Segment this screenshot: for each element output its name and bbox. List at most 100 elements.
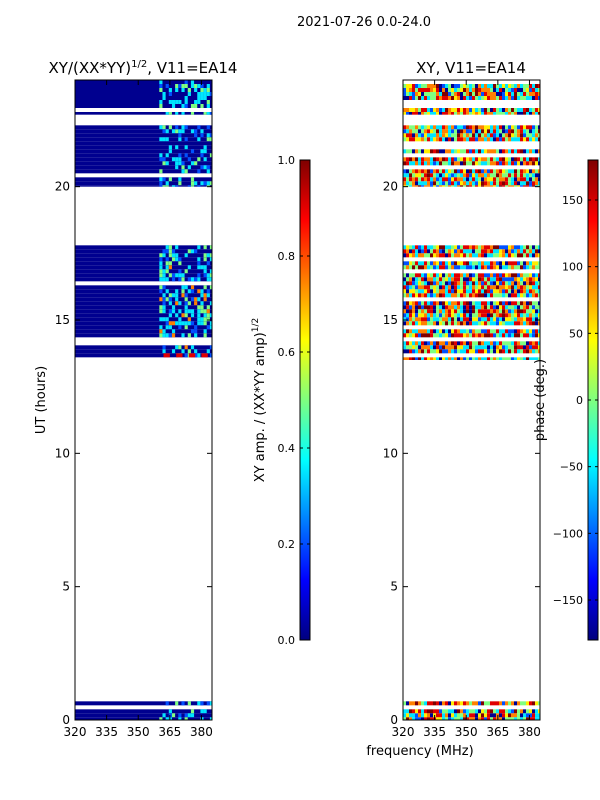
heatmap-cell <box>457 709 460 714</box>
heatmap-cell <box>427 717 430 720</box>
heatmap-cell <box>442 96 445 100</box>
heatmap-cell <box>463 305 466 310</box>
heatmap-cell <box>490 181 493 186</box>
heatmap-cell <box>532 185 535 187</box>
heatmap-cell <box>403 96 406 100</box>
heatmap-cell <box>406 357 409 360</box>
heatmap-cell <box>403 701 406 706</box>
heatmap-cell <box>439 88 442 92</box>
heatmap-cell <box>475 713 478 718</box>
heatmap-cell <box>532 285 535 290</box>
heatmap-cell <box>418 129 421 134</box>
heatmap-cell <box>436 84 439 88</box>
heatmap-cell <box>466 313 469 318</box>
heatmap-cell <box>484 125 487 130</box>
heatmap-cell <box>535 185 538 187</box>
heatmap-cell <box>439 293 442 298</box>
heatmap-cell <box>508 181 511 186</box>
heatmap-cell <box>496 173 499 178</box>
heatmap-cell <box>418 125 421 130</box>
heatmap-cell <box>439 333 442 338</box>
heatmap-cell <box>520 173 523 178</box>
heatmap-cell <box>75 104 212 108</box>
heatmap-cell <box>529 149 532 154</box>
heatmap-cell <box>159 277 163 282</box>
heatmap-cell <box>165 153 169 158</box>
heatmap-cell <box>448 96 451 100</box>
heatmap-cell <box>197 92 201 96</box>
heatmap-cell <box>502 181 505 186</box>
heatmap-cell <box>433 157 436 162</box>
heatmap-cell <box>487 185 490 187</box>
heatmap-cell <box>469 245 472 250</box>
heatmap-cell <box>430 181 433 186</box>
heatmap-cell <box>421 713 424 718</box>
heatmap-cell <box>424 293 427 298</box>
heatmap-cell <box>463 309 466 314</box>
heatmap-cell <box>165 701 169 706</box>
heatmap-cell <box>421 285 424 290</box>
heatmap-cell <box>469 161 472 166</box>
heatmap-cell <box>209 321 212 326</box>
heatmap-cell <box>75 301 212 306</box>
heatmap-cell <box>412 349 415 354</box>
heatmap-cell <box>409 701 412 706</box>
heatmap-cell <box>475 717 478 720</box>
heatmap-cell <box>184 137 188 142</box>
heatmap-cell <box>508 177 511 182</box>
heatmap-cell <box>538 273 540 278</box>
heatmap-cell <box>523 273 526 278</box>
heatmap-cell <box>490 112 493 115</box>
heatmap-cell <box>168 297 172 302</box>
heatmap-cell <box>454 161 457 166</box>
heatmap-cell <box>200 88 204 92</box>
heatmap-cell <box>430 293 433 298</box>
heatmap-cell <box>472 709 475 714</box>
heatmap-cell <box>505 289 508 294</box>
heatmap-cell <box>535 253 538 258</box>
heatmap-cell <box>162 329 166 334</box>
heatmap-cell <box>460 173 463 178</box>
heatmap-cell <box>421 277 424 282</box>
heatmap-cell <box>168 709 172 714</box>
heatmap-cell <box>484 161 487 166</box>
heatmap-cell <box>505 293 508 298</box>
heatmap-cell <box>421 317 424 322</box>
y-tick-label: 10 <box>383 446 398 460</box>
heatmap-cell <box>484 137 487 142</box>
heatmap-cell <box>520 253 523 258</box>
heatmap-cell <box>481 289 484 294</box>
heatmap-cell <box>197 185 201 187</box>
heatmap-cell <box>502 245 505 250</box>
heatmap-cell <box>436 249 439 254</box>
heatmap-cell <box>203 329 207 334</box>
heatmap-cell <box>162 96 166 100</box>
heatmap-cell <box>406 281 409 286</box>
heatmap-cell <box>442 245 445 250</box>
heatmap-cell <box>454 129 457 134</box>
heatmap-cell <box>424 161 427 166</box>
heatmap-cell <box>206 92 210 96</box>
heatmap-cell <box>463 717 466 720</box>
heatmap-cell <box>472 88 475 92</box>
heatmap-cell <box>439 301 442 306</box>
heatmap-cell <box>511 157 514 162</box>
heatmap-cell <box>448 108 451 112</box>
heatmap-cell <box>165 289 169 294</box>
heatmap-cell <box>409 273 412 278</box>
heatmap-cell <box>439 177 442 182</box>
heatmap-cell <box>454 265 457 270</box>
heatmap-cell <box>478 713 481 718</box>
heatmap-cell <box>436 713 439 718</box>
heatmap-cell <box>472 329 475 334</box>
heatmap-cell <box>490 273 493 278</box>
heatmap-cell <box>433 253 436 258</box>
heatmap-cell <box>187 277 191 282</box>
heatmap-cell <box>478 133 481 138</box>
heatmap-cell <box>520 281 523 286</box>
heatmap-cell <box>436 717 439 720</box>
heatmap-cell <box>200 289 204 294</box>
heatmap-cell <box>514 317 517 322</box>
heatmap-cell <box>496 301 499 306</box>
heatmap-cell <box>481 357 484 360</box>
